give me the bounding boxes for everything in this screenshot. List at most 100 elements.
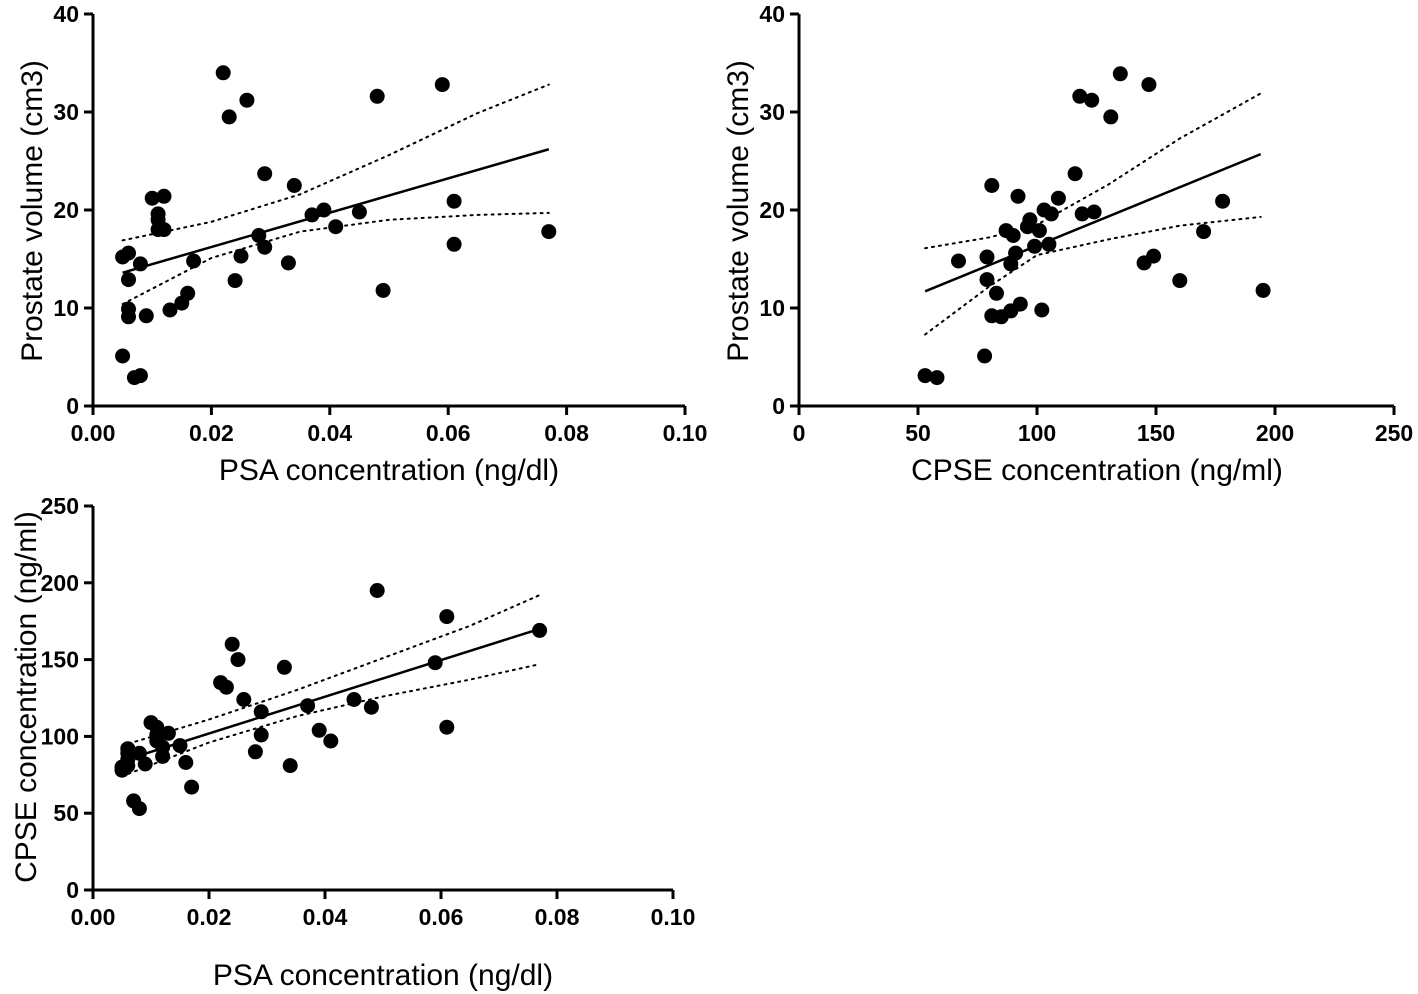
data-point — [131, 801, 147, 817]
x-tick-label: 150 — [1137, 420, 1175, 446]
y-axis-title: Prostate volume (cm3) — [722, 60, 755, 362]
data-point — [439, 609, 455, 625]
data-point — [1050, 190, 1066, 206]
data-point — [184, 779, 200, 795]
x-tick-label: 0.02 — [189, 420, 234, 446]
data-point — [115, 348, 131, 364]
ci-lower-curve — [924, 215, 1262, 336]
ci-upper-curve — [121, 83, 550, 242]
y-axis-title: CPSE concentration (ng/ml) — [10, 511, 43, 883]
data-point — [1086, 204, 1102, 220]
data-point — [162, 302, 178, 318]
data-point — [1112, 66, 1128, 82]
ci-upper-curve — [924, 92, 1262, 250]
x-axis-title: PSA concentration (ng/dl) — [219, 454, 559, 487]
data-point — [369, 583, 385, 598]
x-axis-title: CPSE concentration (ng/ml) — [911, 454, 1283, 487]
data-point — [951, 253, 966, 269]
data-point — [257, 239, 273, 255]
x-tick-label: 0.04 — [303, 904, 348, 930]
data-point — [132, 256, 148, 272]
data-point — [1067, 166, 1083, 182]
data-point — [155, 748, 171, 764]
data-point — [1012, 296, 1028, 312]
data-point — [160, 725, 176, 741]
data-point — [253, 704, 269, 720]
x-tick-label: 50 — [905, 420, 931, 446]
data-point — [300, 698, 316, 714]
x-tick-label: 0.06 — [419, 904, 464, 930]
regression-line — [122, 148, 550, 274]
data-point — [227, 273, 243, 289]
y-tick-label: 30 — [759, 99, 785, 125]
data-point — [1022, 212, 1038, 228]
data-point — [979, 249, 995, 265]
x-tick-label: 0.10 — [651, 904, 696, 930]
data-point — [221, 109, 237, 125]
y-tick-label: 250 — [41, 493, 79, 519]
x-tick-label: 0.08 — [535, 904, 580, 930]
x-tick-label: 0.00 — [71, 904, 116, 930]
data-point — [917, 368, 933, 384]
x-tick-label: 0.04 — [307, 420, 352, 446]
data-point — [1074, 206, 1090, 222]
y-tick-label: 20 — [53, 197, 79, 223]
y-tick-label: 0 — [772, 393, 785, 419]
data-point — [984, 178, 1000, 193]
y-tick-label: 30 — [53, 99, 79, 125]
data-point — [979, 272, 995, 288]
regression-line — [924, 152, 1262, 293]
y-axis-title: Prostate volume (cm3) — [16, 60, 49, 362]
data-point — [186, 253, 202, 269]
y-tick-label: 10 — [53, 295, 79, 321]
data-point — [1043, 206, 1059, 222]
data-point — [1146, 248, 1162, 264]
data-point — [346, 692, 362, 707]
data-point — [1084, 92, 1100, 108]
x-tick-label: 0.08 — [544, 420, 589, 446]
data-point — [375, 282, 391, 298]
data-point — [172, 738, 188, 754]
data-point — [120, 758, 136, 774]
data-point — [1196, 224, 1212, 240]
data-point — [251, 228, 267, 243]
data-point — [434, 77, 450, 93]
data-point — [1072, 88, 1088, 104]
data-point — [1031, 223, 1047, 239]
data-point — [1255, 282, 1271, 298]
data-point — [280, 255, 296, 271]
data-point — [215, 65, 231, 81]
data-point — [351, 204, 367, 220]
data-point — [132, 368, 148, 384]
x-tick-label: 0.02 — [187, 904, 232, 930]
data-point — [247, 744, 263, 760]
data-point — [323, 733, 339, 749]
panel-cpse-vs-volume: CPSE concentration (ng/ml) Prostate volu… — [722, 1, 1413, 487]
ci-lower-curve — [121, 663, 541, 778]
y-tick-label: 200 — [41, 570, 79, 596]
ci-upper-curve — [121, 594, 541, 747]
data-point — [178, 755, 194, 770]
data-point — [439, 719, 455, 735]
data-point — [1103, 109, 1119, 125]
data-point — [224, 636, 240, 652]
data-point — [311, 722, 327, 738]
x-axis-title: PSA concentration (ng/dl) — [213, 959, 553, 992]
data-point — [328, 219, 344, 235]
data-point — [282, 758, 298, 774]
data-point — [1010, 188, 1026, 204]
data-point — [541, 224, 557, 240]
data-point — [239, 92, 255, 108]
data-point — [121, 272, 136, 288]
y-tick-label: 10 — [759, 295, 785, 321]
data-point — [1172, 273, 1188, 289]
data-point — [977, 348, 993, 364]
y-tick-label: 50 — [53, 800, 79, 826]
data-point — [1041, 236, 1057, 252]
data-point — [233, 248, 249, 264]
y-tick-label: 0 — [66, 393, 79, 419]
data-point — [180, 285, 196, 301]
data-point — [446, 193, 462, 209]
data-point — [138, 308, 154, 324]
